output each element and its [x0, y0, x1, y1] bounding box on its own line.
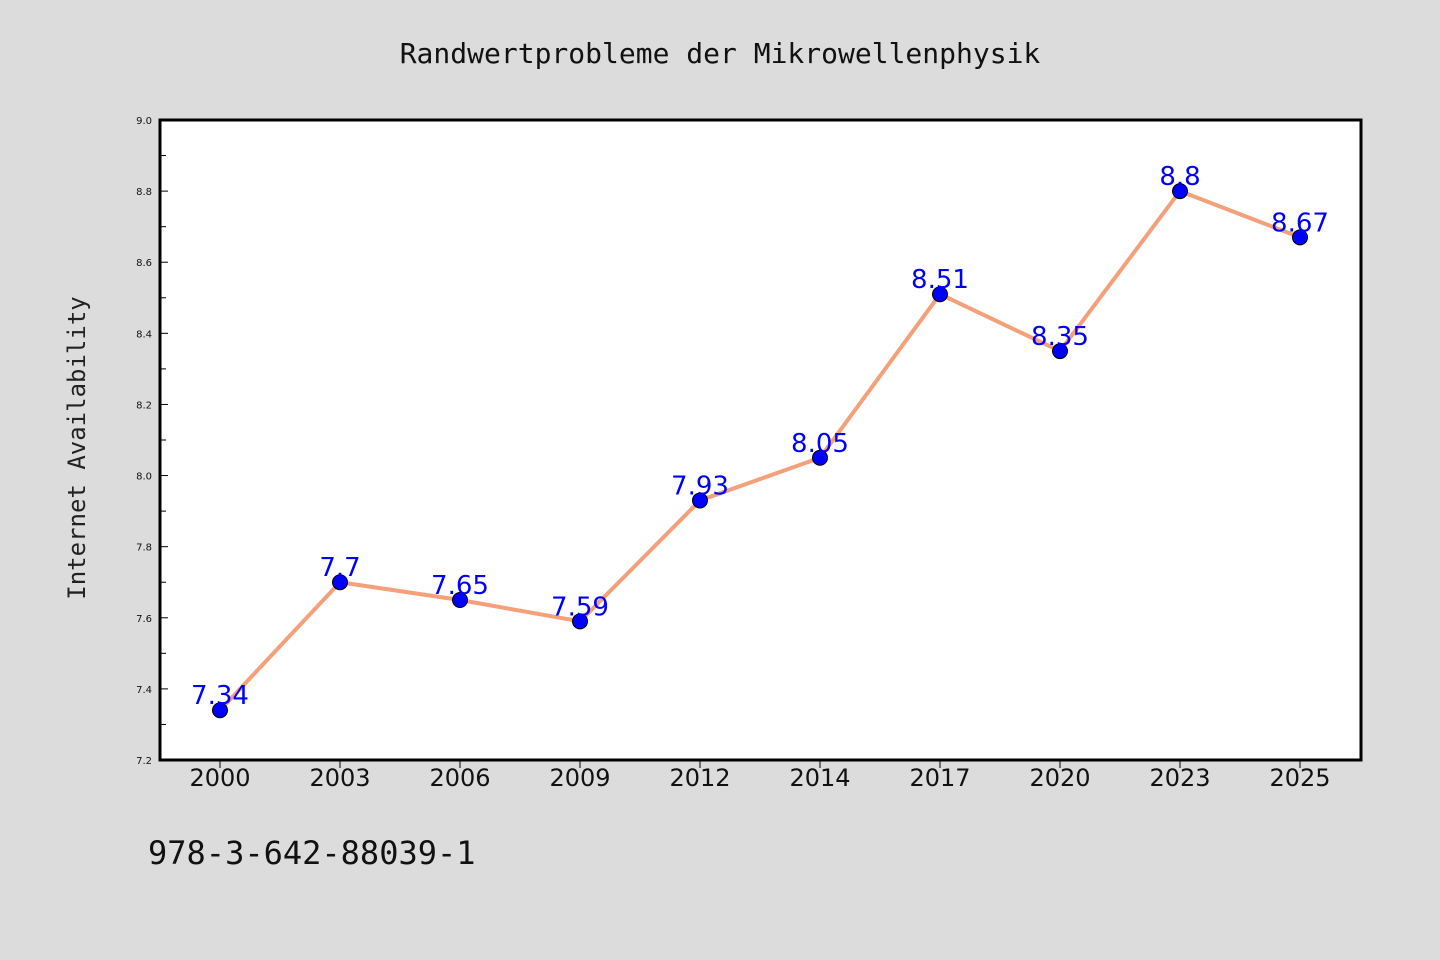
data-point: [452, 592, 468, 608]
data-markers: [212, 183, 1308, 719]
x-tick-label: 2012: [669, 764, 730, 792]
data-point: [692, 492, 708, 509]
data-label: 7.59: [551, 592, 609, 622]
y-tick-label: 7.4: [136, 685, 152, 696]
data-labels: 7.34 7.7 7.65 7.59 7.93 8.05 8.51 8.35 8.8 8.67: [191, 162, 1329, 711]
x-tick-label: 2020: [1029, 764, 1090, 792]
data-label: 7.7: [319, 553, 360, 583]
x-tick-label: 2006: [429, 764, 490, 792]
x-tick-label: 2014: [789, 764, 850, 792]
data-point: [1172, 183, 1188, 200]
y-tick-label: 8.2: [136, 400, 152, 411]
data-point: [932, 286, 948, 303]
data-label: 8.67: [1271, 208, 1329, 238]
y-tick-label: 8.0: [136, 472, 152, 483]
x-tick-label: 2025: [1269, 764, 1330, 792]
data-point: [1292, 229, 1308, 246]
y-tick-label: 8.4: [136, 329, 152, 340]
x-tick-label: 2000: [189, 764, 250, 792]
x-tick-label: 2023: [1149, 764, 1210, 792]
x-tick-label: 2009: [549, 764, 610, 792]
data-point: [812, 449, 828, 466]
data-label: 7.93: [671, 471, 729, 501]
plot-area: [158, 118, 1363, 762]
isbn-footer: 978-3-642-88039-1: [148, 834, 476, 872]
x-axis: 2000 2003 2006 2009 2012 2014 2017 2020 2023 2025: [189, 760, 1331, 792]
y-tick-label: 7.8: [136, 543, 152, 554]
chart-title: Randwertprobleme der Mikrowellenphysik: [400, 37, 1041, 70]
series-line-group: [218, 189, 1301, 712]
x-tick-label: 2017: [909, 764, 970, 792]
series-line: [218, 189, 1301, 712]
y-tick-label: 8.6: [136, 258, 152, 269]
data-point: [212, 702, 228, 719]
y-axis: 7.2 7.4 7.6 7.8 8.0 8.2 8.4 8.6 8.8 9.0: [136, 116, 168, 767]
data-label: 8.35: [1031, 322, 1089, 352]
data-point: [1052, 343, 1068, 360]
y-tick-label: 9.0: [136, 116, 152, 127]
y-axis-label: Internet Availability: [63, 296, 91, 599]
data-label: 7.65: [431, 571, 489, 601]
data-label: 8.05: [791, 429, 849, 459]
data-point: [572, 613, 588, 630]
x-tick-label: 2003: [309, 764, 370, 792]
y-tick-label: 8.8: [136, 187, 152, 198]
data-point: [332, 574, 348, 591]
y-tick-label: 7.6: [136, 614, 152, 625]
data-label: 8.8: [1159, 162, 1200, 192]
data-label: 8.51: [911, 265, 969, 295]
y-tick-label: 7.2: [136, 756, 152, 767]
data-label: 7.34: [191, 681, 249, 711]
